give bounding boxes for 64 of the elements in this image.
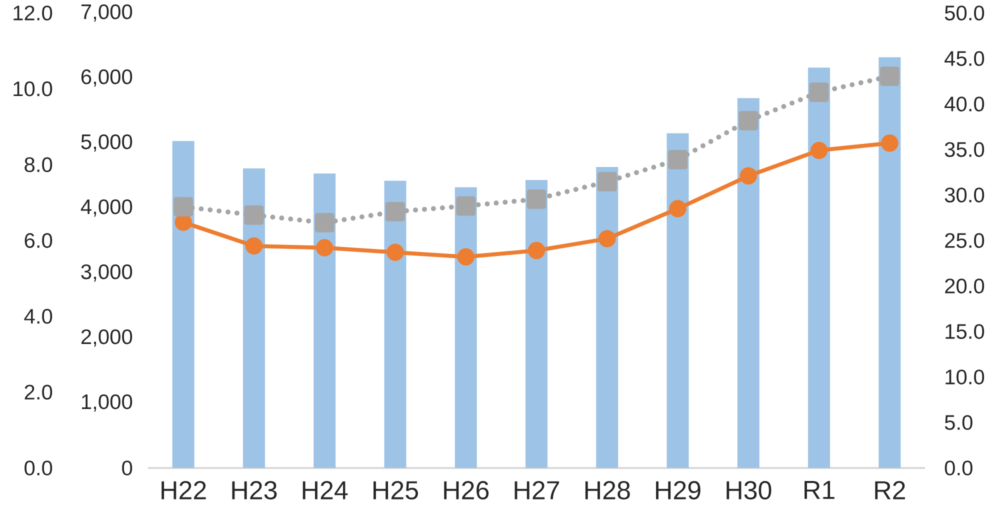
x-tick-label: H27 <box>514 481 560 500</box>
y-tick-label: 1,000 <box>82 394 132 412</box>
point <box>457 248 474 266</box>
y2-tick-label: 50.0 <box>944 6 984 20</box>
x-tick-label: H25 <box>374 481 418 500</box>
point <box>174 197 194 216</box>
y2-tick-label: 0.0 <box>944 460 972 476</box>
y2-tick-label: 35.0 <box>944 142 984 157</box>
y3-tick-label: 6.0 <box>24 233 52 248</box>
y2-tick-label: 30.0 <box>944 188 984 202</box>
y-tick-label: 5,000 <box>81 134 132 152</box>
x-tick-label: H23 <box>232 481 277 500</box>
point <box>597 172 617 192</box>
x-tick-label: H24 <box>302 481 348 500</box>
point <box>456 196 476 216</box>
point <box>598 230 616 248</box>
y-tick-label: 4,000 <box>80 199 132 217</box>
point <box>526 189 546 209</box>
point <box>386 202 405 222</box>
point <box>316 239 334 256</box>
y2-tick-label: 10.0 <box>946 370 984 384</box>
point <box>809 82 829 102</box>
y2-tick-label: 40.0 <box>944 96 984 112</box>
y-tick-label: 0 <box>122 460 132 476</box>
point <box>528 242 546 260</box>
y2-tick-label: 20.0 <box>945 278 984 294</box>
bar <box>878 57 901 468</box>
bar <box>737 98 760 468</box>
x-tick-label: H22 <box>162 481 206 500</box>
y3-tick-label: 12.0 <box>14 6 52 20</box>
y3-tick-label: 0.0 <box>24 460 52 476</box>
point <box>810 142 828 160</box>
y2-tick-label: 45.0 <box>944 51 984 66</box>
bar <box>808 68 830 468</box>
bar <box>666 133 689 468</box>
y3-tick-label: 4.0 <box>24 308 52 324</box>
point <box>738 110 758 130</box>
point <box>244 205 264 225</box>
point <box>314 212 334 232</box>
point <box>740 167 758 184</box>
y-tick-label: 6,000 <box>81 69 132 87</box>
point <box>245 237 263 255</box>
x-tick-label: H29 <box>656 481 700 500</box>
y3-tick-label: 8.0 <box>24 157 52 172</box>
point <box>386 244 404 261</box>
bar <box>596 167 618 468</box>
point <box>881 134 898 152</box>
x-tick-label: H28 <box>585 481 630 500</box>
y2-tick-label: 15.0 <box>946 324 984 339</box>
x-tick-label: H26 <box>444 481 489 500</box>
x-tick-label: R1 <box>804 481 834 499</box>
point <box>669 200 686 218</box>
y2-tick-label: 5.0 <box>944 415 972 430</box>
point <box>668 150 688 170</box>
y-tick-label: 2,000 <box>81 329 132 347</box>
y2-tick-label: 25.0 <box>945 233 984 248</box>
y-tick-label: 3,000 <box>81 264 132 282</box>
x-tick-label: H30 <box>726 481 772 500</box>
y3-tick-label: 10.0 <box>14 81 52 96</box>
y-tick-label: 7,000 <box>81 4 132 22</box>
point <box>880 66 900 86</box>
x-tick-label: R2 <box>875 481 905 500</box>
y3-tick-label: 2.0 <box>24 384 52 400</box>
bar <box>172 141 194 468</box>
